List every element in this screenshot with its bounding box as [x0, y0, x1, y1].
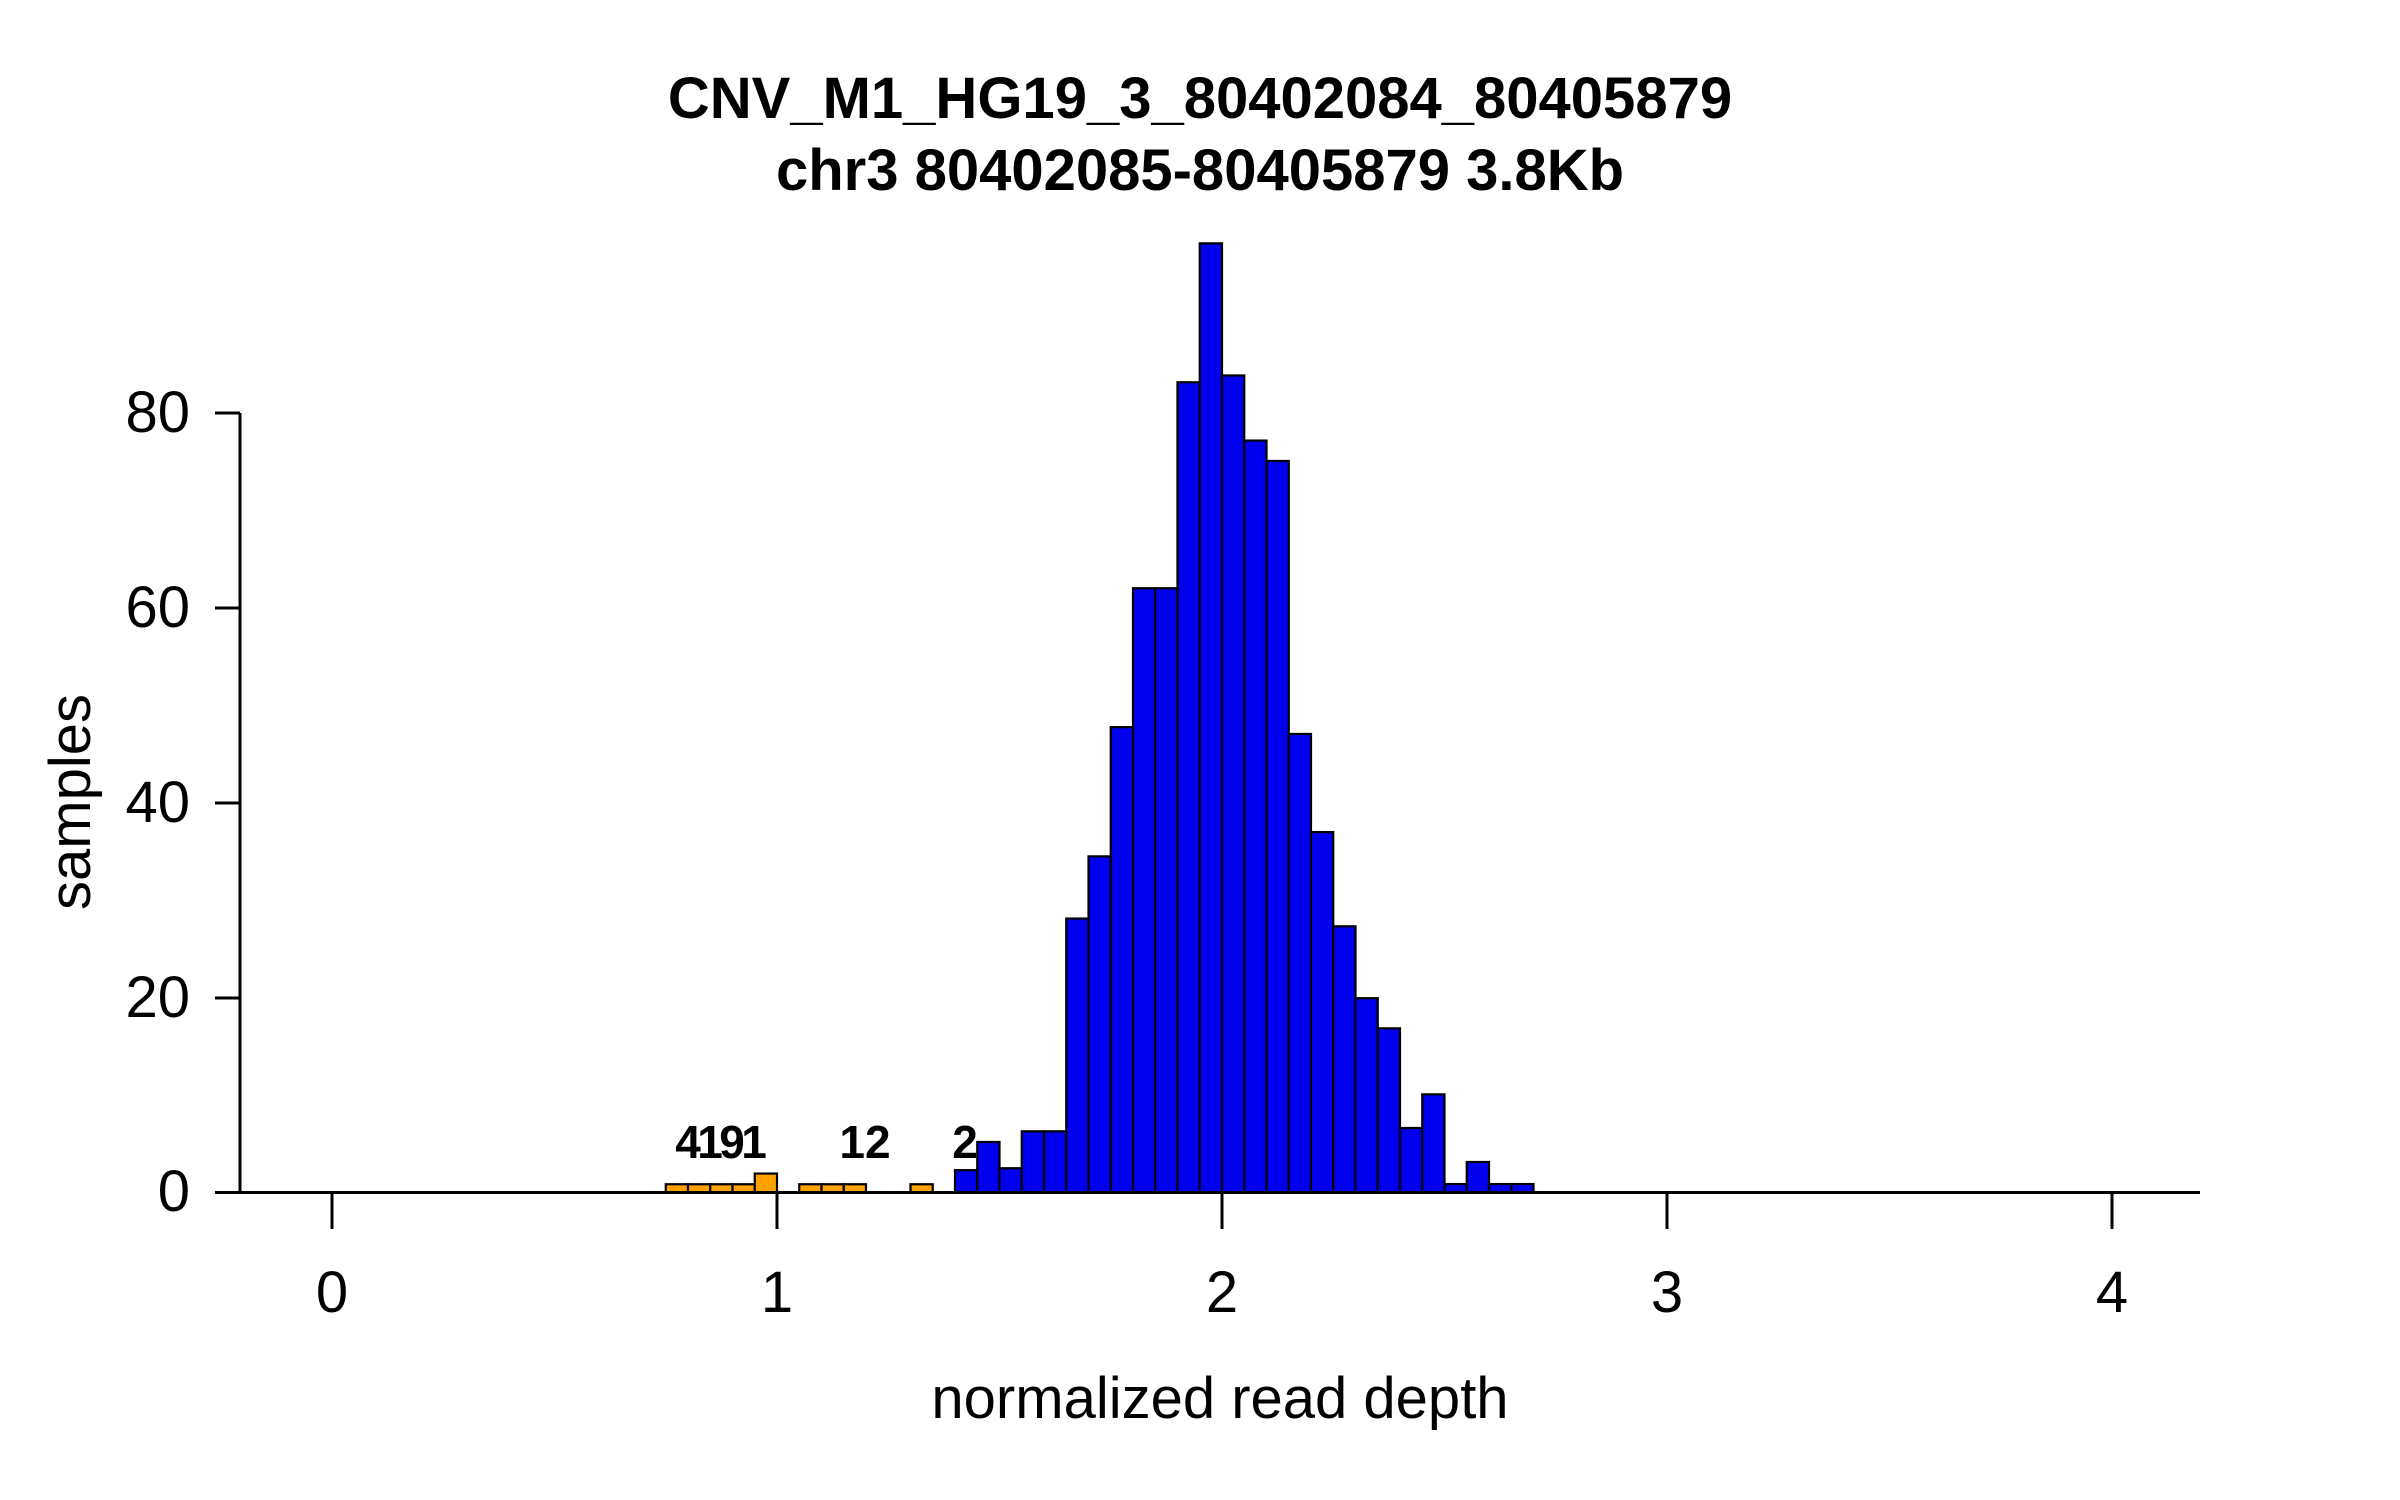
svg-text:0: 0 — [316, 1260, 348, 1325]
svg-text:samples: samples — [38, 694, 103, 910]
svg-text:4: 4 — [2096, 1260, 2128, 1325]
svg-text:chr3 80402085-80405879 3.8Kb: chr3 80402085-80405879 3.8Kb — [776, 138, 1624, 203]
svg-text:2: 2 — [952, 1116, 978, 1168]
svg-text:0: 0 — [158, 1159, 190, 1224]
svg-text:40: 40 — [125, 770, 190, 835]
svg-text:80: 80 — [125, 380, 190, 445]
svg-text:12: 12 — [839, 1116, 890, 1168]
svg-text:3: 3 — [1651, 1260, 1683, 1325]
svg-text:1: 1 — [741, 1116, 767, 1168]
svg-text:20: 20 — [125, 965, 190, 1030]
svg-text:1: 1 — [761, 1260, 793, 1325]
svg-text:CNV_M1_HG19_3_80402084_8040587: CNV_M1_HG19_3_80402084_80405879 — [668, 66, 1732, 131]
svg-text:normalized read depth: normalized read depth — [931, 1366, 1508, 1431]
svg-text:2: 2 — [1206, 1260, 1238, 1325]
svg-text:60: 60 — [125, 575, 190, 640]
